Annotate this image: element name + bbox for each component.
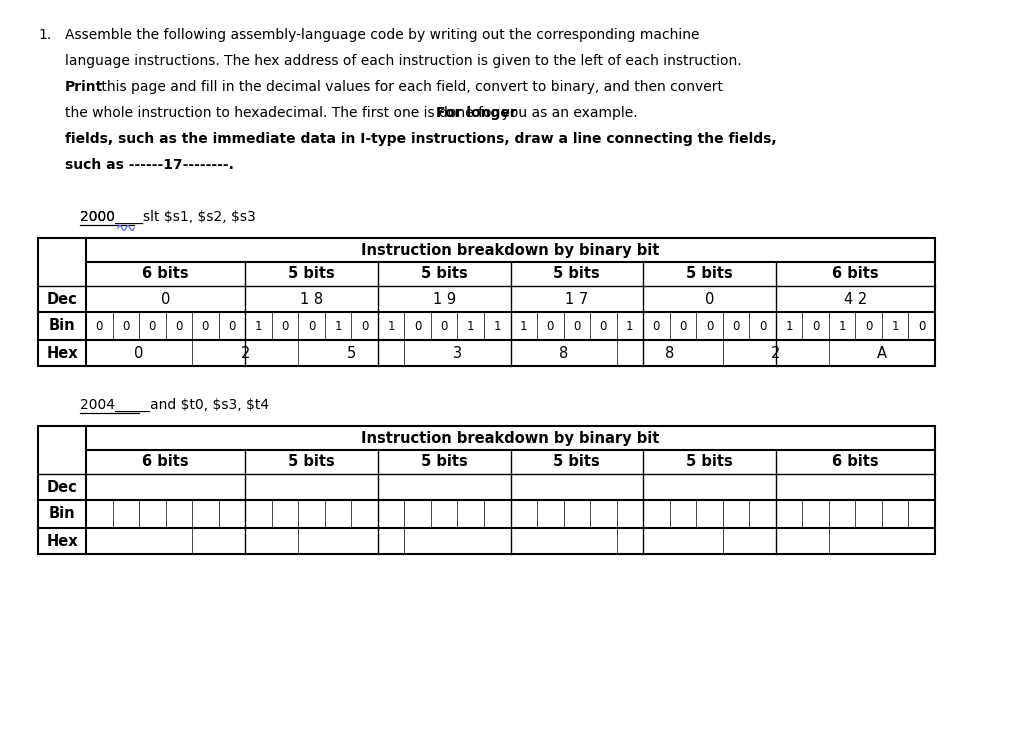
- Text: 8: 8: [665, 345, 675, 361]
- Text: 0: 0: [282, 319, 289, 333]
- Bar: [38, 238, 935, 366]
- Text: 0: 0: [148, 319, 156, 333]
- Text: 0: 0: [360, 319, 369, 333]
- Text: Hex: Hex: [46, 345, 78, 361]
- Text: 0: 0: [759, 319, 766, 333]
- Text: 0: 0: [134, 345, 143, 361]
- Text: 1: 1: [839, 319, 846, 333]
- Text: Print: Print: [65, 80, 103, 94]
- Text: 1 7: 1 7: [565, 291, 589, 307]
- Text: 0: 0: [732, 319, 739, 333]
- Text: 6 bits: 6 bits: [142, 454, 188, 470]
- Text: 2000____slt $s1, $s2, $s3: 2000____slt $s1, $s2, $s3: [80, 210, 256, 224]
- Text: 0: 0: [122, 319, 129, 333]
- Text: 6 bits: 6 bits: [833, 267, 879, 282]
- Text: Hex: Hex: [46, 534, 78, 548]
- Text: 1: 1: [520, 319, 527, 333]
- Text: 1 9: 1 9: [432, 291, 456, 307]
- Text: 2000: 2000: [80, 210, 115, 224]
- Text: this page and fill in the decimal values for each field, convert to binary, and : this page and fill in the decimal values…: [97, 80, 723, 94]
- Text: 1: 1: [892, 319, 899, 333]
- Text: such as ------17--------.: such as ------17--------.: [65, 158, 233, 172]
- Text: 0: 0: [865, 319, 872, 333]
- Text: 0: 0: [652, 319, 660, 333]
- Text: Bin: Bin: [49, 319, 76, 333]
- Text: 8: 8: [559, 345, 568, 361]
- Text: A: A: [877, 345, 887, 361]
- Text: 1 8: 1 8: [300, 291, 324, 307]
- Text: 0: 0: [228, 319, 236, 333]
- Text: 0: 0: [547, 319, 554, 333]
- Text: 0: 0: [919, 319, 926, 333]
- Text: 0: 0: [161, 291, 170, 307]
- Text: 6 bits: 6 bits: [833, 454, 879, 470]
- Text: 5 bits: 5 bits: [553, 454, 600, 470]
- Text: Dec: Dec: [47, 479, 78, 494]
- Text: 0: 0: [573, 319, 581, 333]
- Text: 1: 1: [494, 319, 501, 333]
- Text: 0: 0: [679, 319, 687, 333]
- Text: 2: 2: [771, 345, 780, 361]
- Text: 1: 1: [255, 319, 262, 333]
- Text: For longer: For longer: [436, 106, 517, 120]
- Text: 0: 0: [414, 319, 421, 333]
- Text: 5 bits: 5 bits: [421, 267, 468, 282]
- Text: 1: 1: [387, 319, 395, 333]
- Text: 5 bits: 5 bits: [421, 454, 468, 470]
- Text: 5 bits: 5 bits: [288, 454, 335, 470]
- Text: 0: 0: [440, 319, 447, 333]
- Text: 5 bits: 5 bits: [288, 267, 335, 282]
- Text: 0: 0: [812, 319, 819, 333]
- Text: 2: 2: [241, 345, 250, 361]
- Text: the whole instruction to hexadecimal. The first one is done for you as an exampl: the whole instruction to hexadecimal. Th…: [65, 106, 642, 120]
- Text: 1: 1: [626, 319, 634, 333]
- Text: Dec: Dec: [47, 291, 78, 307]
- Text: 0: 0: [706, 319, 713, 333]
- Text: 1: 1: [785, 319, 793, 333]
- Text: 5 bits: 5 bits: [553, 267, 600, 282]
- Text: 6 bits: 6 bits: [142, 267, 188, 282]
- Text: 0: 0: [705, 291, 714, 307]
- Text: 1: 1: [467, 319, 474, 333]
- Text: Instruction breakdown by binary bit: Instruction breakdown by binary bit: [361, 242, 659, 258]
- Text: 0: 0: [308, 319, 315, 333]
- Text: 0: 0: [202, 319, 209, 333]
- Bar: [38, 426, 935, 554]
- Text: 1.: 1.: [38, 28, 51, 42]
- Text: 0: 0: [175, 319, 182, 333]
- Text: 2004_____and $t0, $s3, $t4: 2004_____and $t0, $s3, $t4: [80, 398, 269, 412]
- Text: language instructions. The hex address of each instruction is given to the left : language instructions. The hex address o…: [65, 54, 741, 68]
- Text: fields, such as the immediate data in I-type instructions, draw a line connectin: fields, such as the immediate data in I-…: [65, 132, 776, 146]
- Text: 3: 3: [453, 345, 462, 361]
- Text: 1: 1: [334, 319, 342, 333]
- Text: 0: 0: [95, 319, 103, 333]
- Text: Bin: Bin: [49, 507, 76, 522]
- Text: 5: 5: [347, 345, 356, 361]
- Text: 5 bits: 5 bits: [686, 454, 733, 470]
- Text: Instruction breakdown by binary bit: Instruction breakdown by binary bit: [361, 431, 659, 445]
- Text: 4 2: 4 2: [844, 291, 867, 307]
- Text: Assemble the following assembly-language code by writing out the corresponding m: Assemble the following assembly-language…: [65, 28, 699, 42]
- Text: 5 bits: 5 bits: [686, 267, 733, 282]
- Text: 0: 0: [600, 319, 607, 333]
